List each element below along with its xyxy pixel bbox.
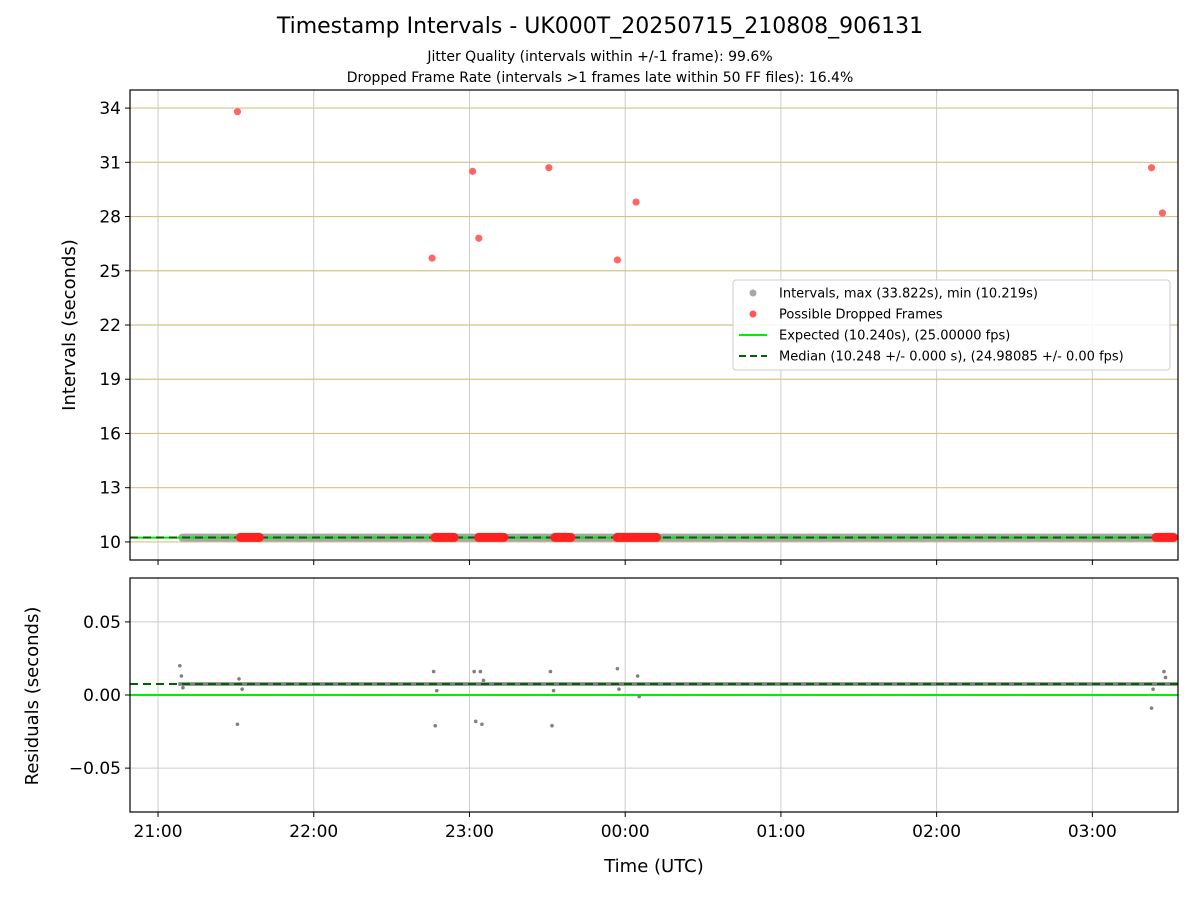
residuals-y-tick-label: 0.00 <box>83 686 121 706</box>
dropped-frame-point <box>233 108 242 116</box>
x-tick-label: 01:00 <box>756 822 805 842</box>
jitter-quality-subtitle: Jitter Quality (intervals within +/-1 fr… <box>427 49 773 65</box>
intervals-axes: 10 13 16 19 22 25 28 31 34 <box>99 99 1093 565</box>
residual-point <box>235 722 240 727</box>
residual-point <box>617 687 621 691</box>
intervals-y-tick-label: 34 <box>99 99 121 119</box>
residual-point <box>1149 706 1154 710</box>
x-tick-label: 02:00 <box>912 822 961 842</box>
dropped-frame-point <box>1158 209 1167 217</box>
x-tick-label: 22:00 <box>289 822 338 842</box>
residual-point <box>433 723 438 728</box>
residuals-y-tick-label: −0.05 <box>69 759 121 779</box>
x-tick-label: 23:00 <box>445 822 494 842</box>
intervals-y-axis-label: Intervals (seconds) <box>59 239 80 411</box>
x-axis-label: Time (UTC) <box>603 856 704 877</box>
residuals-y-axis-label: Residuals (seconds) <box>22 607 43 786</box>
intervals-y-tick-label: 28 <box>99 208 121 228</box>
intervals-y-tick-label: 16 <box>99 424 121 444</box>
intervals-y-tick-label: 25 <box>99 262 121 282</box>
x-tick-label: 03:00 <box>1068 822 1117 842</box>
intervals-legend: Intervals, max (33.822s), min (10.219s) P… <box>732 279 1171 371</box>
residual-point <box>179 674 184 678</box>
dropped-frame-point <box>545 164 553 172</box>
intervals-y-tick-label: 31 <box>99 153 121 173</box>
dropped-frame-cluster <box>550 532 576 542</box>
dropped-frame-cluster <box>474 532 509 542</box>
residual-point <box>1162 669 1166 674</box>
legend-label: Intervals, max (33.822s), min (10.219s) <box>779 287 1038 302</box>
intervals-y-tick-label: 22 <box>99 316 121 336</box>
legend-label: Median (10.248 +/- 0.000 s), (24.98085 +… <box>779 350 1124 365</box>
dropped-frame-point <box>613 256 622 264</box>
dropped-frame-point <box>632 198 640 206</box>
legend-marker <box>749 310 757 318</box>
legend-marker <box>749 289 757 297</box>
legend-label: Expected (10.240s), (25.00000 fps) <box>779 329 1010 344</box>
intervals-y-tick-label: 13 <box>99 479 121 499</box>
residual-point <box>550 723 554 728</box>
legend-label: Possible Dropped Frames <box>779 308 943 323</box>
dropped-frame-cluster <box>430 532 459 542</box>
residual-point <box>548 669 553 674</box>
legend-box <box>732 279 1171 371</box>
residual-point <box>473 719 478 724</box>
dropped-frame-cluster <box>235 532 264 542</box>
x-tick-label: 21:00 <box>134 822 183 842</box>
residual-point <box>237 677 241 681</box>
dropped-frame-cluster <box>612 532 662 542</box>
residual-point <box>615 666 620 671</box>
residual-point <box>551 688 556 693</box>
residual-point <box>431 669 436 674</box>
dropped-frame-cluster <box>1151 532 1178 542</box>
residuals-y-tick-label: 0.05 <box>83 613 121 633</box>
residual-point <box>240 687 244 691</box>
residual-point <box>481 678 486 683</box>
residual-point <box>472 669 476 674</box>
residual-point <box>1163 675 1168 680</box>
residual-point <box>480 722 484 727</box>
intervals-data <box>130 108 1178 542</box>
intervals-y-tick-label: 19 <box>99 370 121 390</box>
residual-point <box>478 669 483 674</box>
residual-point <box>178 663 182 668</box>
residual-point <box>635 674 640 678</box>
residuals-data <box>130 663 1178 728</box>
dropped-frame-rate-subtitle: Dropped Frame Rate (intervals >1 frames … <box>346 70 854 86</box>
residual-point <box>1151 687 1155 691</box>
x-tick-label: 00:00 <box>601 822 650 842</box>
dropped-frame-point <box>475 234 483 242</box>
figure-title: Timestamp Intervals - UK000T_20250715_21… <box>276 14 924 39</box>
residual-point <box>181 685 185 690</box>
dropped-frame-point <box>428 254 436 262</box>
dropped-frame-point <box>468 167 477 175</box>
residual-point <box>434 688 439 693</box>
dropped-frame-point <box>1147 164 1156 172</box>
residuals-axes: 21:00 22:00 23:00 00:00 01:00 02:00 03:00 −0.05… <box>69 613 1117 842</box>
intervals-y-tick-label: 10 <box>99 533 121 553</box>
residual-point <box>637 694 642 699</box>
